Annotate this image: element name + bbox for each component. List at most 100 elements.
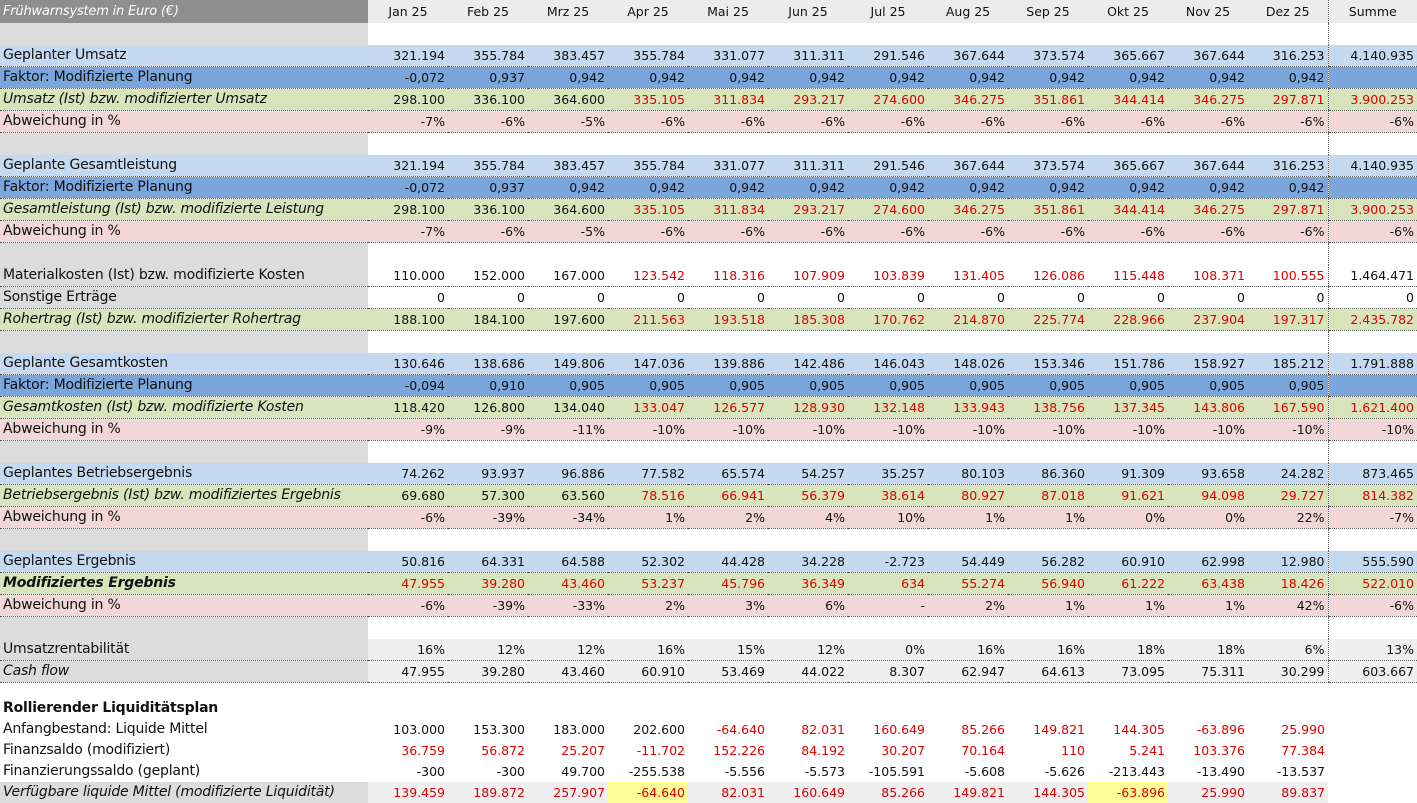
value-cell[interactable]: 63.438 xyxy=(1168,572,1248,595)
empty-cell[interactable] xyxy=(0,528,368,551)
value-cell[interactable]: 355.784 xyxy=(448,155,528,177)
value-cell[interactable]: 86.360 xyxy=(1008,463,1088,485)
row-label[interactable]: Abweichung in % xyxy=(0,418,368,441)
value-cell[interactable]: -6% xyxy=(1168,110,1248,133)
value-cell[interactable]: 147.036 xyxy=(608,353,688,375)
value-cell[interactable]: 110 xyxy=(1061,743,1085,758)
value-cell[interactable]: -255.538 xyxy=(628,764,685,779)
empty-cell[interactable] xyxy=(368,331,448,354)
value-cell[interactable]: 0,942 xyxy=(1088,176,1168,199)
value-cell[interactable]: -6% xyxy=(608,110,688,133)
empty-cell[interactable] xyxy=(688,617,768,640)
value-cell[interactable]: 54.257 xyxy=(768,463,848,485)
value-cell[interactable]: 12% xyxy=(528,639,608,661)
value-cell[interactable]: 126.800 xyxy=(448,396,528,419)
row-label[interactable]: Rohertrag (Ist) bzw. modifizierter Roher… xyxy=(0,308,368,331)
sum-cell[interactable]: -6% xyxy=(1327,110,1417,133)
value-cell[interactable]: 108.371 xyxy=(1168,265,1248,287)
empty-cell[interactable] xyxy=(768,133,848,156)
value-cell[interactable]: 0,905 xyxy=(848,374,928,397)
empty-cell[interactable] xyxy=(768,683,848,699)
row-label[interactable]: Betriebsergebnis (Ist) bzw. modifizierte… xyxy=(0,484,368,507)
value-cell[interactable]: 4% xyxy=(768,506,848,529)
value-cell[interactable]: 118.420 xyxy=(368,396,448,419)
value-cell[interactable]: 365.667 xyxy=(1088,45,1168,67)
empty-cell[interactable] xyxy=(608,331,688,354)
sum-cell[interactable] xyxy=(1327,66,1417,89)
value-cell[interactable]: -6% xyxy=(448,110,528,133)
empty-cell[interactable] xyxy=(448,441,528,464)
value-cell[interactable]: 69.680 xyxy=(368,484,448,507)
value-cell[interactable]: -6% xyxy=(368,506,448,529)
row-label[interactable]: Abweichung in % xyxy=(0,506,368,529)
row-label[interactable]: Faktor: Modifizierte Planung xyxy=(0,374,368,397)
empty-cell[interactable] xyxy=(528,617,608,640)
value-cell[interactable]: -34% xyxy=(528,506,608,529)
empty-cell[interactable] xyxy=(688,698,768,719)
value-cell[interactable]: -6% xyxy=(1248,110,1328,133)
value-cell[interactable]: -6% xyxy=(608,220,688,243)
value-cell[interactable]: 100.555 xyxy=(1248,265,1328,287)
value-cell[interactable]: 297.871 xyxy=(1248,198,1328,221)
empty-cell[interactable] xyxy=(1088,23,1168,45)
value-cell[interactable]: -213.443 xyxy=(1108,764,1165,779)
empty-cell[interactable] xyxy=(0,242,368,265)
month-header[interactable]: Sep 25 xyxy=(1008,0,1088,23)
value-cell[interactable]: 298.100 xyxy=(368,198,448,221)
empty-cell[interactable] xyxy=(1327,242,1417,265)
empty-cell[interactable] xyxy=(848,529,928,552)
value-cell[interactable]: 0,942 xyxy=(1008,66,1088,89)
empty-cell[interactable] xyxy=(928,133,1008,156)
value-cell[interactable]: 0,942 xyxy=(608,176,688,199)
sum-cell[interactable]: 0 xyxy=(1327,286,1417,309)
value-cell[interactable]: -7% xyxy=(368,220,448,243)
value-cell[interactable]: 43.460 xyxy=(528,660,608,683)
value-cell[interactable]: 0,942 xyxy=(848,176,928,199)
value-cell[interactable]: 197.317 xyxy=(1248,308,1328,331)
value-cell[interactable]: 103.839 xyxy=(848,265,928,287)
row-label[interactable]: Geplanter Umsatz xyxy=(0,45,368,67)
value-cell[interactable]: 131.405 xyxy=(928,265,1008,287)
row-label[interactable]: Geplante Gesamtkosten xyxy=(0,353,368,375)
value-cell[interactable]: 2% xyxy=(688,506,768,529)
value-cell[interactable]: 311.311 xyxy=(768,155,848,177)
value-cell[interactable]: 16% xyxy=(368,639,448,661)
value-cell[interactable]: 56.379 xyxy=(768,484,848,507)
value-cell[interactable]: 0,942 xyxy=(1168,66,1248,89)
empty-cell[interactable] xyxy=(1327,132,1417,155)
value-cell[interactable]: -10% xyxy=(768,418,848,441)
value-cell[interactable]: -5.556 xyxy=(724,764,765,779)
value-cell[interactable]: -300 xyxy=(496,764,525,779)
row-label[interactable]: Abweichung in % xyxy=(0,594,368,617)
value-cell[interactable]: -6% xyxy=(1088,110,1168,133)
value-cell[interactable]: 130.646 xyxy=(368,353,448,375)
value-cell[interactable]: 160.649 xyxy=(768,782,848,803)
sum-cell[interactable]: 3.900.253 xyxy=(1327,198,1417,221)
sum-cell[interactable]: 1.621.400 xyxy=(1327,396,1417,419)
value-cell[interactable]: 132.148 xyxy=(848,396,928,419)
value-cell[interactable]: 351.861 xyxy=(1008,88,1088,111)
value-cell[interactable]: -6% xyxy=(928,220,1008,243)
value-cell[interactable]: -10% xyxy=(1168,418,1248,441)
empty-cell[interactable] xyxy=(848,23,928,45)
value-cell[interactable]: 80.927 xyxy=(928,484,1008,507)
empty-cell[interactable] xyxy=(768,23,848,45)
empty-cell[interactable] xyxy=(448,133,528,156)
value-cell[interactable]: 15% xyxy=(688,639,768,661)
value-cell[interactable]: 0,905 xyxy=(688,374,768,397)
value-cell[interactable]: -6% xyxy=(928,110,1008,133)
empty-cell[interactable] xyxy=(368,133,448,156)
value-cell[interactable]: 634 xyxy=(848,572,928,595)
empty-cell[interactable] xyxy=(1328,782,1417,803)
value-cell[interactable]: 0,905 xyxy=(1248,374,1328,397)
value-cell[interactable]: 149.821 xyxy=(928,782,1008,803)
empty-cell[interactable] xyxy=(768,698,848,719)
value-cell[interactable]: 87.018 xyxy=(1008,484,1088,507)
value-cell[interactable]: 311.311 xyxy=(768,45,848,67)
value-cell[interactable]: 144.305 xyxy=(1113,722,1165,737)
value-cell[interactable]: 12% xyxy=(768,639,848,661)
empty-cell[interactable] xyxy=(1008,441,1088,464)
value-cell[interactable]: 44.022 xyxy=(768,660,848,683)
value-cell[interactable]: 30.207 xyxy=(881,743,925,758)
empty-cell[interactable] xyxy=(1088,617,1168,640)
